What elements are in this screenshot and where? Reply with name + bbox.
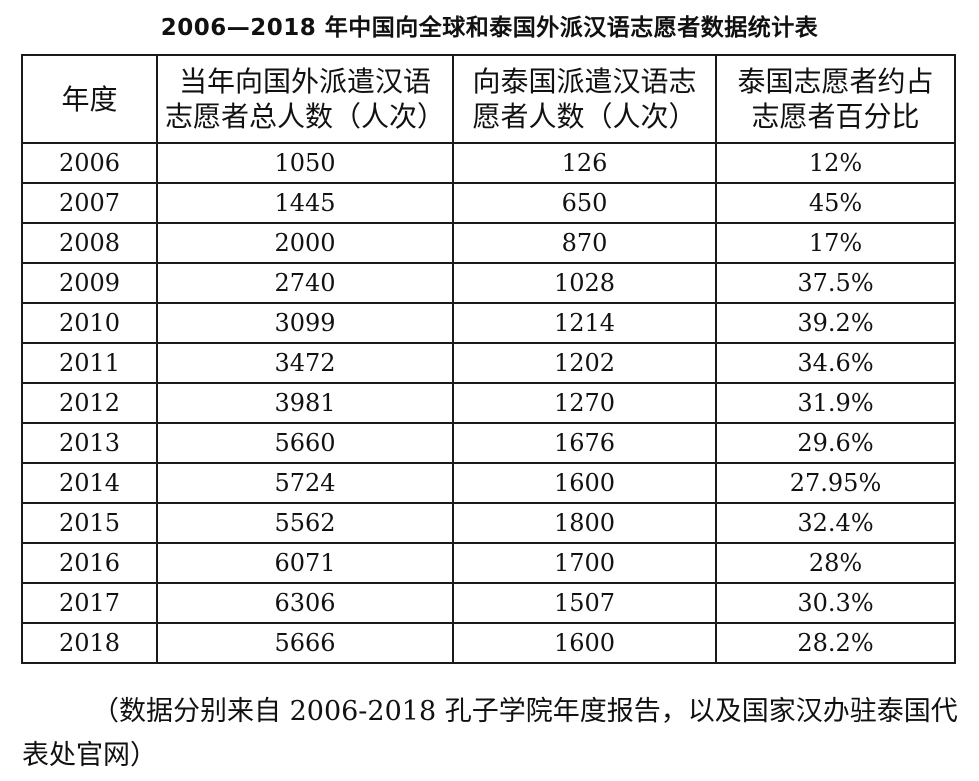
total-cell: 5724 (156, 462, 454, 504)
table-row: 2018 5666 1600 28.2% (21, 622, 956, 664)
percentage-cell: 17% (715, 222, 956, 264)
year-cell: 2012 (21, 382, 158, 424)
percentage-cell: 45% (715, 182, 956, 224)
table-row: 2013 5660 1676 29.6% (21, 422, 956, 464)
header-total-volunteers: 当年向国外派遣汉语 志愿者总人数（人次） (156, 54, 454, 144)
table-row: 2011 3472 1202 34.6% (21, 342, 956, 384)
table-row: 2012 3981 1270 31.9% (21, 382, 956, 424)
total-cell: 3099 (156, 302, 454, 344)
table-row: 2015 5562 1800 32.4% (21, 502, 956, 544)
percentage-cell: 30.3% (715, 582, 956, 624)
thailand-cell: 126 (452, 142, 717, 184)
total-cell: 2000 (156, 222, 454, 264)
percentage-cell: 27.95% (715, 462, 956, 504)
percentage-cell: 29.6% (715, 422, 956, 464)
year-cell: 2006 (21, 142, 158, 184)
header-row: 年度 当年向国外派遣汉语 志愿者总人数（人次） 向泰国派遣汉语志 愿者人数（人次… (21, 54, 956, 144)
percentage-cell: 28% (715, 542, 956, 584)
table-row: 2006 1050 126 12% (21, 142, 956, 184)
percentage-cell: 28.2% (715, 622, 956, 664)
table-row: 2009 2740 1028 37.5% (21, 262, 956, 304)
total-cell: 6071 (156, 542, 454, 584)
thailand-cell: 1600 (452, 622, 717, 664)
year-cell: 2013 (21, 422, 158, 464)
data-source-note: （数据分别来自 2006-2018 孔子学院年度报告，以及国家汉办驻泰国代表处官… (22, 696, 958, 771)
header-year: 年度 (21, 54, 158, 144)
year-cell: 2015 (21, 502, 158, 544)
total-cell: 2740 (156, 262, 454, 304)
year-cell: 2007 (21, 182, 158, 224)
year-cell: 2011 (21, 342, 158, 384)
year-cell: 2009 (21, 262, 158, 304)
thailand-cell: 1700 (452, 542, 717, 584)
volunteer-data-table: 年度 当年向国外派遣汉语 志愿者总人数（人次） 向泰国派遣汉语志 愿者人数（人次… (21, 54, 956, 664)
table-row: 2010 3099 1214 39.2% (21, 302, 956, 344)
total-cell: 6306 (156, 582, 454, 624)
year-cell: 2014 (21, 462, 158, 504)
percentage-cell: 12% (715, 142, 956, 184)
total-cell: 5666 (156, 622, 454, 664)
thailand-cell: 1507 (452, 582, 717, 624)
percentage-cell: 37.5% (715, 262, 956, 304)
total-cell: 3981 (156, 382, 454, 424)
table-row: 2008 2000 870 17% (21, 222, 956, 264)
year-cell: 2016 (21, 542, 158, 584)
percentage-cell: 34.6% (715, 342, 956, 384)
table-title: 2006—2018 年中国向全球和泰国外派汉语志愿者数据统计表 (160, 15, 819, 41)
thailand-cell: 1800 (452, 502, 717, 544)
table-row: 2014 5724 1600 27.95% (21, 462, 956, 504)
total-cell: 1050 (156, 142, 454, 184)
header-thailand-percentage: 泰国志愿者约占 志愿者百分比 (715, 54, 956, 144)
total-cell: 5660 (156, 422, 454, 464)
year-cell: 2018 (21, 622, 158, 664)
year-cell: 2008 (21, 222, 158, 264)
thailand-cell: 1676 (452, 422, 717, 464)
total-cell: 5562 (156, 502, 454, 544)
header-thailand-volunteers: 向泰国派遣汉语志 愿者人数（人次） (452, 54, 717, 144)
table-row: 2007 1445 650 45% (21, 182, 956, 224)
total-cell: 3472 (156, 342, 454, 384)
year-cell: 2017 (21, 582, 158, 624)
thailand-cell: 1270 (452, 382, 717, 424)
table-row: 2016 6071 1700 28% (21, 542, 956, 584)
thailand-cell: 1214 (452, 302, 717, 344)
total-cell: 1445 (156, 182, 454, 224)
thailand-cell: 870 (452, 222, 717, 264)
thailand-cell: 1202 (452, 342, 717, 384)
year-cell: 2010 (21, 302, 158, 344)
thailand-cell: 1028 (452, 262, 717, 304)
thailand-cell: 1600 (452, 462, 717, 504)
percentage-cell: 32.4% (715, 502, 956, 544)
percentage-cell: 31.9% (715, 382, 956, 424)
percentage-cell: 39.2% (715, 302, 956, 344)
thailand-cell: 650 (452, 182, 717, 224)
table-row: 2017 6306 1507 30.3% (21, 582, 956, 624)
